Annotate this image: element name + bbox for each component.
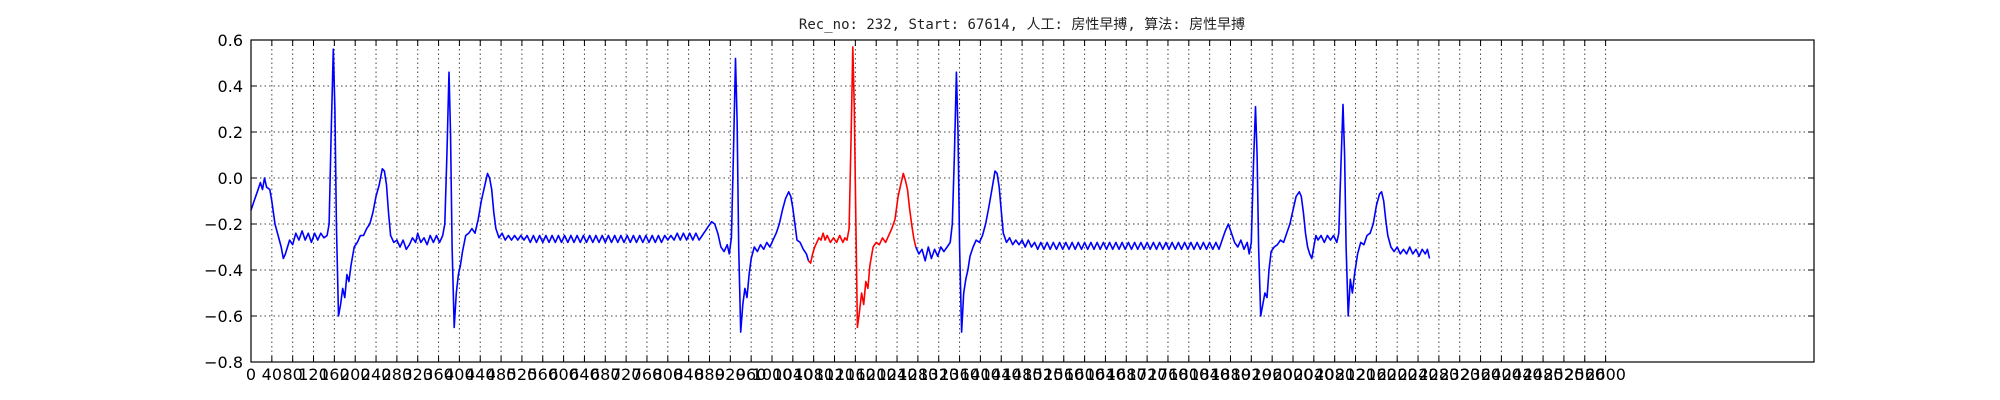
x-tick-label: 160 <box>319 365 350 384</box>
x-tick-label: 1000 <box>752 365 793 384</box>
x-tick-label: 2560 <box>1564 365 1605 384</box>
grid-layer <box>250 39 1814 363</box>
ecg-series-line-1 <box>807 46 917 329</box>
series-layer <box>250 46 1431 333</box>
x-tick-label: 1360 <box>939 365 980 384</box>
y-tick-label: −0.8 <box>204 353 243 372</box>
x-tick-label: 720 <box>611 365 642 384</box>
x-tick-label: 120 <box>298 365 329 384</box>
x-tick-label: 2320 <box>1439 365 1480 384</box>
x-tick-label: 960 <box>736 365 767 384</box>
x-tick-label: 1600 <box>1064 365 1105 384</box>
x-tick-label: 1280 <box>898 365 939 384</box>
x-tick-label: 280 <box>382 365 413 384</box>
x-tick-label: 320 <box>402 365 433 384</box>
x-tick-label: 2360 <box>1460 365 1501 384</box>
x-tick-label: 1400 <box>960 365 1001 384</box>
x-tick-label: 520 <box>507 365 538 384</box>
x-tick-label: 1440 <box>981 365 1022 384</box>
x-tick-label: 0 <box>246 365 256 384</box>
x-tick-label: 840 <box>673 365 704 384</box>
x-axis-ticks: 0 40 8012016020024028032036040044048052056… <box>246 40 1626 384</box>
x-tick-label: 1080 <box>793 365 834 384</box>
y-tick-label: 0.4 <box>218 77 243 96</box>
x-tick-label: 2160 <box>1356 365 1397 384</box>
x-tick-label: 680 <box>590 365 621 384</box>
x-tick-label: 1560 <box>1043 365 1084 384</box>
x-tick-label: 200 <box>340 365 371 384</box>
x-tick-label: 2400 <box>1481 365 1522 384</box>
x-tick-label: 1920 <box>1231 365 1272 384</box>
x-tick-label: 40 <box>262 365 282 384</box>
x-tick-label: 1120 <box>814 365 855 384</box>
x-tick-label: 1800 <box>1168 365 1209 384</box>
x-tick-label: 1520 <box>1023 365 1064 384</box>
x-tick-label: 1640 <box>1085 365 1126 384</box>
ecg-series-line-0 <box>250 48 810 333</box>
y-tick-label: 0.6 <box>218 31 243 50</box>
x-tick-label: 2480 <box>1523 365 1564 384</box>
x-tick-label: 1240 <box>877 365 918 384</box>
ecg-series-line-2 <box>915 71 1431 333</box>
x-tick-label: 2600 <box>1585 365 1626 384</box>
x-tick-label: 560 <box>527 365 558 384</box>
x-tick-label: 640 <box>569 365 600 384</box>
x-tick-label: 1720 <box>1127 365 1168 384</box>
x-tick-label: 2240 <box>1398 365 1439 384</box>
x-tick-label: 1040 <box>772 365 813 384</box>
y-tick-label: −0.6 <box>204 307 243 326</box>
x-tick-label: 2200 <box>1377 365 1418 384</box>
x-tick-label: 1320 <box>918 365 959 384</box>
y-tick-label: −0.2 <box>204 215 243 234</box>
x-tick-label: 2280 <box>1419 365 1460 384</box>
x-tick-label: 1480 <box>1002 365 1043 384</box>
x-tick-label: 480 <box>486 365 517 384</box>
x-tick-label: 440 <box>465 365 496 384</box>
y-tick-label: −0.4 <box>204 261 243 280</box>
x-tick-label: 1840 <box>1189 365 1230 384</box>
x-tick-label: 920 <box>715 365 746 384</box>
x-tick-label: 1680 <box>1106 365 1147 384</box>
x-tick-label: 880 <box>694 365 725 384</box>
y-tick-label: 0.0 <box>218 169 243 188</box>
x-tick-label: 2440 <box>1502 365 1543 384</box>
x-tick-label: 240 <box>361 365 392 384</box>
x-tick-label: 400 <box>444 365 475 384</box>
x-tick-label: 2000 <box>1273 365 1314 384</box>
x-tick-label: 800 <box>653 365 684 384</box>
x-tick-label: 2040 <box>1293 365 1334 384</box>
x-tick-label: 1160 <box>835 365 876 384</box>
x-tick-label: 1200 <box>856 365 897 384</box>
x-tick-label: 2080 <box>1314 365 1355 384</box>
chart-title: Rec_no: 232, Start: 67614, 人工: 房性早搏, 算法:… <box>799 16 1245 33</box>
x-tick-label: 1760 <box>1148 365 1189 384</box>
x-tick-label: 760 <box>632 365 663 384</box>
y-axis-ticks: −0.8 −0.6 −0.4 −0.2 0.0 0.2 0.4 0.6 <box>204 31 1814 372</box>
x-tick-label: 2520 <box>1544 365 1585 384</box>
plot-frame <box>250 39 1815 363</box>
x-tick-label: 600 <box>548 365 579 384</box>
y-tick-label: 0.2 <box>218 123 243 142</box>
x-tick-label: 360 <box>423 365 454 384</box>
x-tick-label: 2120 <box>1335 365 1376 384</box>
x-tick-label: 80 <box>283 365 303 384</box>
x-tick-label: 1880 <box>1210 365 1251 384</box>
x-tick-label: 1960 <box>1252 365 1293 384</box>
